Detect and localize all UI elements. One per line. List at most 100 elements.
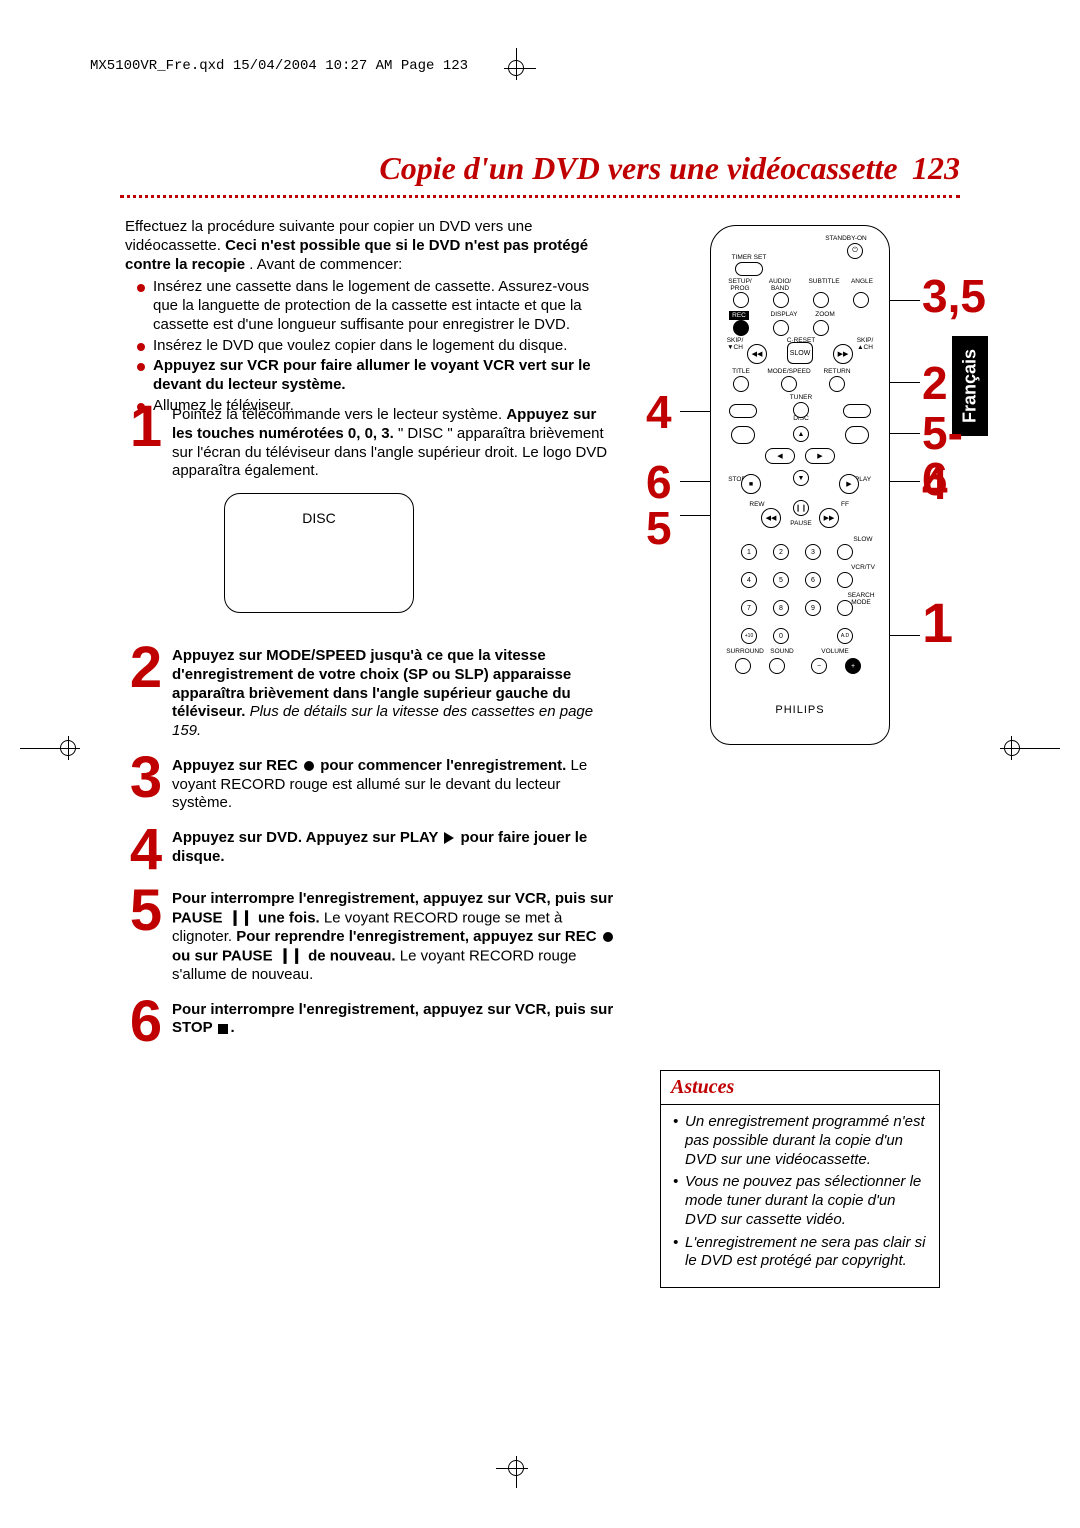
btn-tuner bbox=[793, 402, 809, 418]
intro-block: Effectuez la procédure suivante pour cop… bbox=[125, 218, 615, 418]
lbl-timerset: TIMER SET bbox=[729, 254, 769, 261]
btn-menu bbox=[731, 426, 755, 444]
btn-audio bbox=[773, 292, 789, 308]
step-1-text: Pointez la télécommande vers le lecteur … bbox=[172, 402, 620, 631]
step-num-2: 2 bbox=[120, 643, 172, 741]
btn-3: 3 bbox=[805, 544, 821, 560]
step-num-1: 1 bbox=[120, 402, 172, 631]
s3b: pour commencer l'enregistrement. bbox=[316, 757, 566, 774]
callout-6l: 6 bbox=[646, 459, 672, 505]
lead-4l bbox=[680, 411, 710, 412]
btn-timerset bbox=[735, 262, 763, 276]
lbl-angle: ANGLE bbox=[847, 278, 877, 285]
btn-zoom bbox=[813, 320, 829, 336]
callout-1: 1 bbox=[922, 595, 953, 651]
lbl-ad: A.D bbox=[838, 629, 852, 643]
lbl-plus10: +10 bbox=[742, 629, 756, 643]
bullet-3: Appuyez sur VCR pour faire allumer le vo… bbox=[125, 357, 615, 395]
tip-2: Vous ne pouvez pas sélectionner le mode … bbox=[673, 1173, 927, 1229]
step-6: 6 Pour interrompre l'enregistrement, app… bbox=[120, 997, 620, 1046]
lead-6l bbox=[680, 481, 710, 482]
lead-56 bbox=[890, 433, 920, 434]
s5b: une fois. bbox=[254, 909, 320, 926]
btn-stop: ■ bbox=[741, 474, 761, 494]
s5e: ou sur PAUSE bbox=[172, 947, 277, 964]
btn-plus10: +10 bbox=[741, 628, 757, 644]
page-number: 123 bbox=[912, 150, 960, 186]
title-text: Copie d'un DVD vers une vidéocassette bbox=[379, 150, 897, 186]
lbl-ff: FF bbox=[837, 501, 853, 508]
remote-figure: STANDBY-ON ⏻ TIMER SET SETUP/ PROG AUDIO… bbox=[660, 225, 940, 745]
btn-vcrtv bbox=[837, 572, 853, 588]
step-3-text: Appuyez sur REC pour commencer l'enregis… bbox=[172, 753, 620, 813]
btn-return bbox=[829, 376, 845, 392]
callout-35: 3,5 bbox=[922, 273, 986, 319]
btn-9: 9 bbox=[805, 600, 821, 616]
s6b: . bbox=[230, 1019, 234, 1036]
step-2-text: Appuyez sur MODE/SPEED jusqu'à ce que la… bbox=[172, 643, 620, 741]
callout-5l: 5 bbox=[646, 505, 672, 551]
s5d: Pour reprendre l'enregistrement, appuyez… bbox=[236, 928, 601, 945]
lbl-slow2: SLOW bbox=[851, 536, 875, 543]
btn-rec bbox=[733, 320, 749, 336]
step-6-text: Pour interrompre l'enregistrement, appuy… bbox=[172, 997, 620, 1046]
lbl-rew: REW bbox=[747, 501, 767, 508]
tips-title: Astuces bbox=[661, 1071, 939, 1105]
lead-4r bbox=[890, 481, 920, 482]
btn-pause-center: ❙❙ bbox=[793, 500, 809, 516]
step-3: 3 Appuyez sur REC pour commencer l'enreg… bbox=[120, 753, 620, 813]
btn-4: 4 bbox=[741, 572, 757, 588]
step-num-4: 4 bbox=[120, 825, 172, 874]
page-title: Copie d'un DVD vers une vidéocassette 12… bbox=[379, 150, 960, 187]
tip-1: Un enregistrement programmé n'est pas po… bbox=[673, 1113, 927, 1169]
btn-vol-dn: − bbox=[811, 658, 827, 674]
btn-surround bbox=[735, 658, 751, 674]
btn-ff: ▶▶ bbox=[819, 508, 839, 528]
step-2: 2 Appuyez sur MODE/SPEED jusqu'à ce que … bbox=[120, 643, 620, 741]
rec-icon-2 bbox=[603, 932, 613, 942]
btn-title bbox=[733, 376, 749, 392]
btn-modespeed bbox=[781, 376, 797, 392]
btn-5: 5 bbox=[773, 572, 789, 588]
btn-slow2 bbox=[837, 544, 853, 560]
lead-5l bbox=[680, 515, 710, 516]
page: MX5100VR_Fre.qxd 15/04/2004 10:27 AM Pag… bbox=[0, 0, 1080, 1528]
lbl-vcrtv: VCR/TV bbox=[847, 564, 879, 571]
bullet-3-bold: Appuyez sur VCR pour faire allumer le vo… bbox=[153, 357, 591, 393]
btn-down: ▼ bbox=[793, 470, 809, 486]
btn-skip-r: ▶▶ bbox=[833, 344, 853, 364]
step-num-6: 6 bbox=[120, 997, 172, 1046]
doc-header: MX5100VR_Fre.qxd 15/04/2004 10:27 AM Pag… bbox=[90, 58, 468, 74]
lbl-zoom: ZOOM bbox=[811, 311, 839, 318]
disc-box: DISC bbox=[224, 493, 414, 613]
s4a: Appuyez sur DVD. Appuyez sur PLAY bbox=[172, 829, 442, 846]
step-num-5: 5 bbox=[120, 886, 172, 984]
lbl-surround: SURROUND bbox=[725, 648, 765, 655]
step-5: 5 Pour interrompre l'enregistrement, app… bbox=[120, 886, 620, 984]
bullet-2: Insérez le DVD que voulez copier dans le… bbox=[125, 337, 615, 356]
callout-4r: 4 bbox=[922, 460, 948, 506]
btn-sound bbox=[769, 658, 785, 674]
lead-1 bbox=[890, 635, 920, 636]
btn-6: 6 bbox=[805, 572, 821, 588]
btn-dvd bbox=[729, 404, 757, 418]
lbl-setup: SETUP/ PROG bbox=[725, 278, 755, 292]
stop-icon bbox=[218, 1024, 228, 1034]
btn-subtitle bbox=[813, 292, 829, 308]
play-icon bbox=[444, 832, 454, 844]
btn-up: ▲ bbox=[793, 426, 809, 442]
lbl-rec: REC bbox=[729, 311, 749, 320]
btn-right: ▶ bbox=[805, 448, 835, 464]
lbl-pause: PAUSE bbox=[787, 520, 815, 527]
btn-standby: ⏻ bbox=[847, 243, 863, 259]
btn-display bbox=[773, 320, 789, 336]
lbl-skipl: SKIP/ ▼CH bbox=[723, 337, 747, 351]
btn-angle bbox=[853, 292, 869, 308]
s3a: Appuyez sur REC bbox=[172, 757, 302, 774]
intro-text-c: . Avant de commencer: bbox=[249, 256, 402, 273]
s5f: de nouveau. bbox=[308, 947, 396, 964]
lbl-skipr: SKIP/ ▲CH bbox=[853, 337, 877, 351]
crop-mark-top bbox=[496, 48, 536, 88]
lbl-modespeed: MODE/SPEED bbox=[765, 368, 813, 375]
s6a: Pour interrompre l'enregistrement, appuy… bbox=[172, 1001, 613, 1037]
